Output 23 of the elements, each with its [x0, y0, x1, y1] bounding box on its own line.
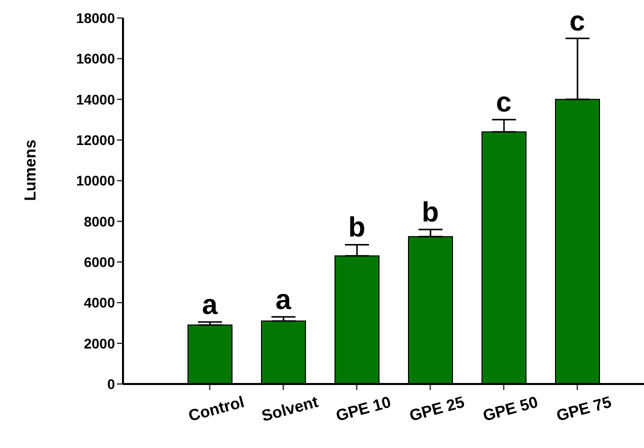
y-tick-label: 12000	[76, 132, 116, 148]
y-tick-label: 6000	[84, 254, 116, 270]
annotation: c	[496, 86, 512, 118]
y-tick-label: 16000	[76, 50, 116, 67]
y-tick-label: 0	[107, 376, 116, 392]
annotation: b	[422, 196, 439, 228]
y-tick-label: 2000	[84, 335, 116, 352]
y-tick-label: 8000	[84, 213, 116, 230]
x-tick-label: Control	[186, 394, 246, 426]
y-tick-label: 14000	[76, 91, 116, 108]
x-tick-label: Solvent	[260, 394, 321, 426]
annotation: b	[348, 212, 366, 243]
y-tick-label: 10000	[76, 172, 116, 189]
x-tick-label: GPE 50	[481, 394, 540, 426]
x-tick-label: GPE 10	[334, 394, 393, 426]
annotation: a	[202, 288, 218, 320]
y-axis-title: Lumens	[22, 140, 40, 201]
annotation: c	[569, 5, 586, 36]
annotation: a	[275, 284, 292, 315]
y-tick-label: 18000	[76, 10, 116, 26]
y-tick-label: 4000	[84, 294, 116, 311]
x-tick-label: GPE 25	[408, 394, 466, 426]
x-tick-label: GPE 75	[554, 394, 614, 426]
